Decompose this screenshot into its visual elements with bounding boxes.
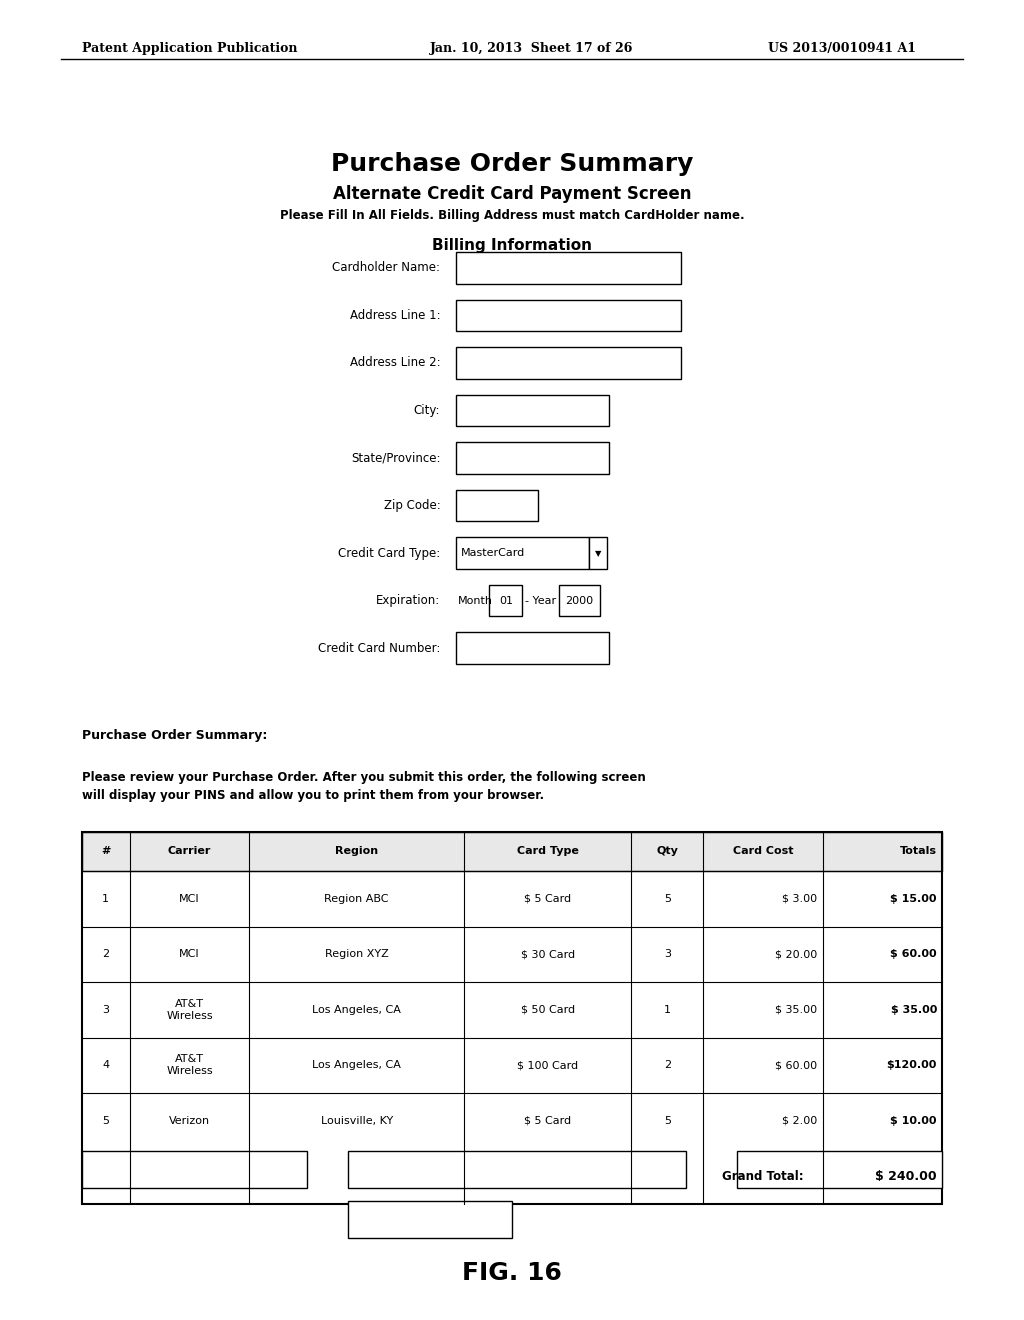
FancyBboxPatch shape [456,252,681,284]
Text: Region: Region [335,846,378,857]
Text: $ 5 Card: $ 5 Card [524,894,571,904]
FancyBboxPatch shape [348,1151,686,1188]
Text: Jan. 10, 2013  Sheet 17 of 26: Jan. 10, 2013 Sheet 17 of 26 [430,42,634,55]
Text: $120.00: $120.00 [887,1060,937,1071]
Text: Qty: Qty [656,846,678,857]
Text: - Year: - Year [525,595,556,606]
Text: Region XYZ: Region XYZ [325,949,388,960]
FancyBboxPatch shape [456,395,609,426]
FancyBboxPatch shape [456,300,681,331]
Text: Purchase Order Summary:: Purchase Order Summary: [82,729,267,742]
Text: 3: 3 [664,949,671,960]
Text: $ 15.00: $ 15.00 [891,894,937,904]
Text: Patent Application Publication: Patent Application Publication [82,42,297,55]
Text: #: # [101,846,111,857]
FancyBboxPatch shape [559,585,600,616]
Text: 5: 5 [664,894,671,904]
Text: 2000: 2000 [565,595,594,606]
Text: $ 20.00: $ 20.00 [775,949,817,960]
Text: Month: Month [458,595,493,606]
Text: Purchase Order Summary: Purchase Order Summary [331,152,693,176]
Text: Totals: Totals [900,846,937,857]
Text: Louisville, KY: Louisville, KY [321,1115,393,1126]
Text: $ 2.00: $ 2.00 [782,1115,817,1126]
Text: Credit Card Number:: Credit Card Number: [317,642,440,655]
FancyBboxPatch shape [456,632,609,664]
FancyBboxPatch shape [456,490,538,521]
Text: 5: 5 [102,1115,110,1126]
Text: Please review your Purchase Order. After you submit this order, the following sc: Please review your Purchase Order. After… [82,771,646,801]
Text: US 2013/0010941 A1: US 2013/0010941 A1 [768,42,916,55]
Bar [82,832,942,871]
FancyBboxPatch shape [589,537,607,569]
Text: $ 60.00: $ 60.00 [775,1060,817,1071]
Text: 4: 4 [102,1060,110,1071]
Text: 1: 1 [102,894,110,904]
Text: Los Angeles, CA: Los Angeles, CA [312,1005,401,1015]
Text: $ 35.00: $ 35.00 [891,1005,937,1015]
Text: Card Cost: Card Cost [732,846,794,857]
Text: $ 10.00: $ 10.00 [891,1115,937,1126]
Text: Los Angeles, CA: Los Angeles, CA [312,1060,401,1071]
FancyBboxPatch shape [456,347,681,379]
Text: City:: City: [414,404,440,417]
Text: FIG. 16: FIG. 16 [462,1261,562,1284]
Text: 2: 2 [102,949,110,960]
Text: $ 60.00: $ 60.00 [890,949,937,960]
Text: AT&T
Wireless: AT&T Wireless [166,999,213,1020]
Text: Billing Information: Billing Information [432,238,592,252]
Text: Grand Total:: Grand Total: [722,1170,804,1183]
FancyBboxPatch shape [82,1151,307,1188]
FancyBboxPatch shape [737,1151,942,1188]
Text: $ 5 Card: $ 5 Card [524,1115,571,1126]
FancyBboxPatch shape [348,1201,512,1238]
Text: $ 100 Card: $ 100 Card [517,1060,579,1071]
Bar [82,832,942,1204]
Text: MCI: MCI [179,949,200,960]
FancyBboxPatch shape [456,442,609,474]
Text: $ 240.00: $ 240.00 [876,1170,937,1183]
Text: State/Province:: State/Province: [351,451,440,465]
Text: Card Type: Card Type [517,846,579,857]
Text: ▼: ▼ [595,549,601,557]
Text: Address Line 1:: Address Line 1: [349,309,440,322]
Text: 01: 01 [499,595,513,606]
Text: Alternate Credit Card Payment Screen: Alternate Credit Card Payment Screen [333,185,691,203]
Text: Verizon: Verizon [169,1115,210,1126]
FancyBboxPatch shape [456,537,589,569]
FancyBboxPatch shape [489,585,522,616]
Text: $ 35.00: $ 35.00 [775,1005,817,1015]
Text: AT&T
Wireless: AT&T Wireless [166,1055,213,1076]
Text: Credit Card Type:: Credit Card Type: [338,546,440,560]
Text: $ 3.00: $ 3.00 [782,894,817,904]
Text: $ 50 Card: $ 50 Card [521,1005,574,1015]
Text: Please Fill In All Fields. Billing Address must match CardHolder name.: Please Fill In All Fields. Billing Addre… [280,209,744,222]
Text: MasterCard: MasterCard [461,548,525,558]
Text: Expiration:: Expiration: [376,594,440,607]
Text: Address Line 2:: Address Line 2: [349,356,440,370]
Text: Region ABC: Region ABC [325,894,389,904]
Text: Cardholder Name:: Cardholder Name: [333,261,440,275]
Text: 5: 5 [664,1115,671,1126]
Text: Carrier: Carrier [168,846,211,857]
Text: MCI: MCI [179,894,200,904]
Text: 1: 1 [664,1005,671,1015]
Text: $ 30 Card: $ 30 Card [521,949,574,960]
Text: Zip Code:: Zip Code: [384,499,440,512]
Text: 3: 3 [102,1005,110,1015]
Text: 2: 2 [664,1060,671,1071]
